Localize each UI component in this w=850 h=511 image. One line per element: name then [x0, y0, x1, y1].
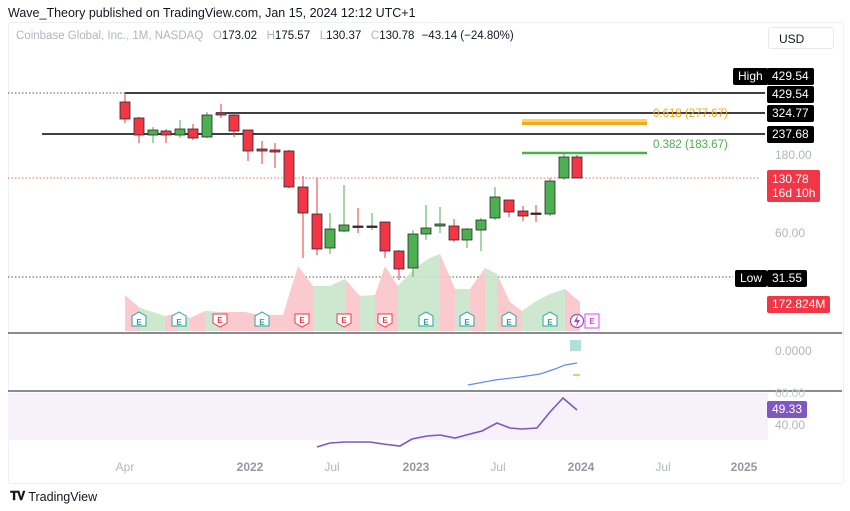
- time-axis-label: Jul: [655, 460, 671, 474]
- fib-618-label: 0.618 (277.67): [653, 108, 728, 120]
- candles[interactable]: [119, 93, 583, 280]
- currency-button[interactable]: USD: [768, 27, 834, 49]
- histogram-bar: [570, 340, 581, 351]
- tradingview-logo[interactable]: 𝐓𝐕 TradingView: [10, 489, 97, 504]
- time-axis-label: 2025: [730, 460, 758, 474]
- open-value: 173.02: [221, 30, 258, 42]
- rsi-tick-bottom: 40.00: [775, 418, 806, 432]
- ohlc-legend: Coinbase Global, Inc., 1M, NASDAQ O173.0…: [16, 30, 514, 42]
- time-axis-label: 2024: [567, 460, 595, 474]
- rsi-line: [316, 396, 578, 448]
- tv-logo-icon: 𝐓𝐕: [10, 489, 25, 503]
- rsi-value-tag: 49.33: [767, 401, 808, 418]
- time-axis-label: Jul: [490, 460, 506, 474]
- indicator-line: [467, 362, 578, 386]
- price-tick: 180.00: [775, 148, 812, 162]
- change-value: −43.14 (−24.80%): [421, 30, 514, 42]
- low-value: 130.37: [326, 30, 362, 42]
- symbol-name[interactable]: Coinbase Global, Inc., 1M, NASDAQ: [16, 30, 204, 42]
- fib-618-band[interactable]: [522, 119, 647, 122]
- last-price-tag: 130.78 16d 10h: [767, 170, 821, 202]
- high-price-tag: 429.54: [767, 68, 814, 85]
- fib-382-label: 0.382 (183.67): [653, 139, 728, 151]
- fib-618-line[interactable]: [522, 122, 647, 125]
- volume-area: [125, 254, 580, 331]
- close-value: 130.78: [379, 30, 415, 42]
- level-429-tag: 429.54: [767, 86, 814, 103]
- rsi-tick-top: 60.00: [775, 386, 806, 400]
- time-axis-label: Apr: [115, 460, 135, 474]
- indicator-tick: 0.0000: [775, 344, 812, 358]
- level-237-tag: 237.68: [767, 126, 814, 143]
- publisher-line: Wave_Theory published on TradingView.com…: [8, 6, 416, 20]
- low-price-tag: 31.55: [767, 270, 808, 287]
- high-label: High: [733, 68, 768, 85]
- time-axis-label: 2023: [402, 460, 430, 474]
- volume-tag: 172.824M: [767, 296, 831, 313]
- high-value: 175.57: [274, 30, 311, 42]
- brand-name: TradingView: [28, 489, 98, 504]
- candle-countdown: 16d 10h: [772, 186, 816, 200]
- time-axis-label: 2022: [236, 460, 264, 474]
- level-324-tag: 324.77: [767, 105, 814, 122]
- time-axis-label: Jul: [324, 460, 340, 474]
- low-label: Low: [735, 270, 768, 287]
- rsi-band: [8, 393, 768, 440]
- price-tick: 60.00: [775, 226, 806, 240]
